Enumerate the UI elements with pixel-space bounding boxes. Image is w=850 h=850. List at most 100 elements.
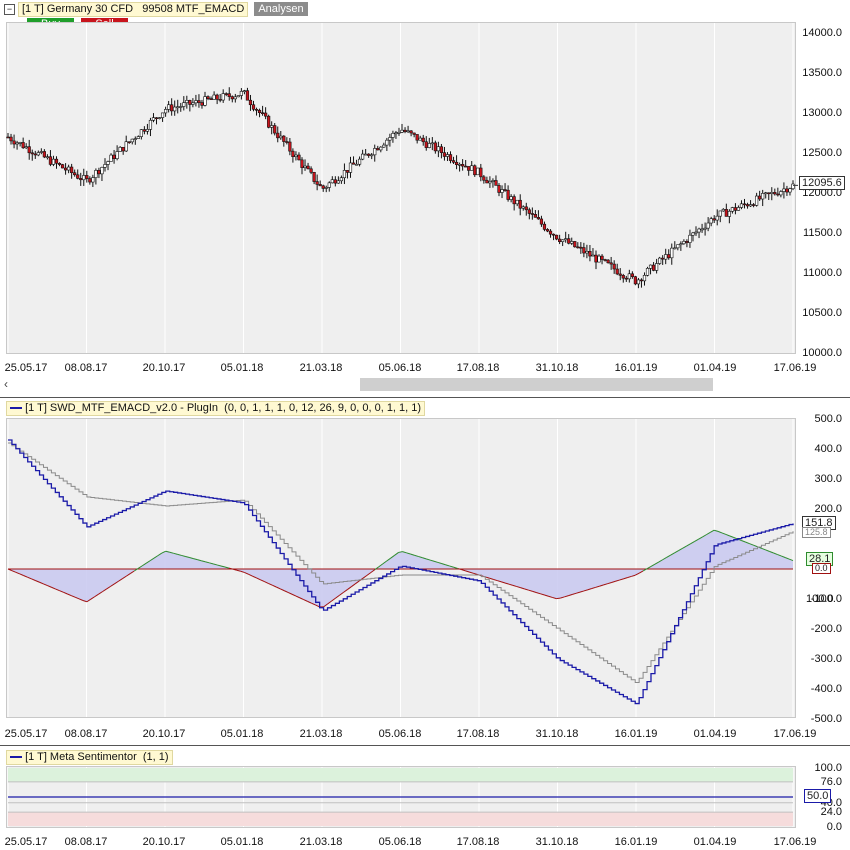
histogram-segment — [90, 596, 96, 600]
histogram-segment — [485, 576, 490, 579]
candle-body — [60, 164, 65, 169]
candle-body — [151, 117, 156, 121]
candle-body — [342, 170, 347, 179]
candle-body — [436, 146, 440, 152]
histogram-segment — [252, 575, 257, 579]
histogram-segment — [118, 578, 123, 582]
histogram-segment — [248, 573, 253, 577]
histogram-segment — [658, 559, 664, 563]
candle-body — [185, 100, 189, 103]
histogram-segment — [161, 550, 167, 554]
candle-body — [91, 177, 95, 183]
histogram-segment — [761, 547, 766, 551]
candle-body — [627, 273, 631, 280]
panel-separator[interactable] — [0, 397, 850, 398]
candle-body — [370, 154, 374, 157]
candle-body — [179, 106, 183, 108]
histogram-segment — [27, 576, 32, 580]
candle-body — [406, 130, 410, 133]
candle-body — [306, 165, 310, 170]
histogram-segment — [189, 557, 194, 560]
histogram-segment — [410, 553, 415, 556]
candle-body — [264, 112, 268, 117]
histogram-segment — [169, 551, 174, 554]
histogram-segment — [642, 568, 648, 572]
candle-body — [239, 91, 243, 96]
histogram-segment — [15, 571, 21, 575]
candle-body — [209, 98, 213, 100]
candle-body — [24, 146, 28, 149]
candle-body — [424, 141, 428, 148]
candle-body — [288, 141, 292, 152]
candle-body — [12, 140, 16, 145]
candle-body — [500, 189, 504, 193]
minus-box-icon[interactable]: − — [4, 3, 15, 15]
histogram-segment — [63, 591, 68, 595]
candle-body — [542, 223, 547, 230]
candle-body — [785, 188, 789, 193]
analysen-button[interactable]: Analysen — [254, 2, 308, 16]
histogram-segment — [694, 538, 699, 542]
candle-body — [385, 139, 389, 146]
candle-body — [642, 275, 647, 282]
histogram-segment — [137, 565, 143, 569]
emacd-ytick: -400.0 — [810, 683, 842, 695]
price-ytick: 13500.0 — [802, 67, 842, 79]
candle-body — [221, 93, 225, 101]
histogram-segment — [232, 568, 237, 571]
panel-separator[interactable] — [0, 745, 850, 746]
horizontal-scrollbar-thumb[interactable] — [360, 378, 713, 391]
candle-body — [470, 165, 474, 171]
histogram-segment — [729, 535, 735, 538]
histogram-segment — [23, 575, 28, 578]
date-tick: 08.08.17 — [64, 362, 108, 374]
candle-body — [112, 154, 116, 159]
candle-body — [697, 228, 701, 233]
histogram-segment — [773, 552, 778, 555]
candle-body — [733, 207, 738, 211]
histogram-segment — [153, 555, 159, 559]
candle-body — [485, 179, 489, 184]
histogram-segment — [157, 552, 163, 557]
histogram-segment — [244, 572, 249, 575]
date-tick: 20.10.17 — [142, 836, 186, 848]
candle-body — [691, 232, 695, 236]
histogram-segment — [650, 563, 656, 567]
candle-body — [479, 167, 483, 178]
blue-line-legend-icon — [10, 406, 22, 409]
histogram-segment — [378, 563, 384, 568]
candle-body — [770, 192, 774, 194]
sentimentor-ytick: 100.0 — [814, 762, 842, 774]
histogram-segment — [611, 580, 616, 583]
candle-body — [467, 166, 471, 171]
candle-body — [494, 180, 498, 186]
candle-body — [448, 154, 453, 161]
histogram-segment — [394, 552, 399, 556]
candle-body — [336, 180, 340, 184]
candle-body — [51, 158, 56, 165]
candle-body — [136, 136, 140, 139]
candle-body — [300, 159, 304, 168]
histogram-segment — [11, 570, 17, 573]
candle-body — [527, 209, 531, 214]
candle-body — [212, 94, 216, 100]
histogram-segment — [224, 566, 230, 569]
candle-body — [427, 143, 431, 148]
emacd-ytick: -500.0 — [810, 713, 842, 725]
candle-body — [85, 175, 89, 179]
candle-body — [376, 148, 380, 151]
histogram-segment — [568, 594, 573, 597]
candle-body — [351, 162, 356, 165]
histogram-segment — [102, 588, 107, 592]
date-tick: 21.03.18 — [299, 836, 343, 848]
candle-body — [497, 185, 501, 193]
candle-body — [182, 102, 186, 107]
candle-body — [330, 179, 334, 184]
histogram-segment — [784, 557, 790, 560]
price-ytick: 10500.0 — [802, 307, 842, 319]
histogram-segment — [788, 558, 794, 562]
chevron-left-icon[interactable]: ‹ — [4, 377, 8, 391]
candle-body — [379, 146, 383, 151]
bullish-band — [8, 768, 793, 782]
